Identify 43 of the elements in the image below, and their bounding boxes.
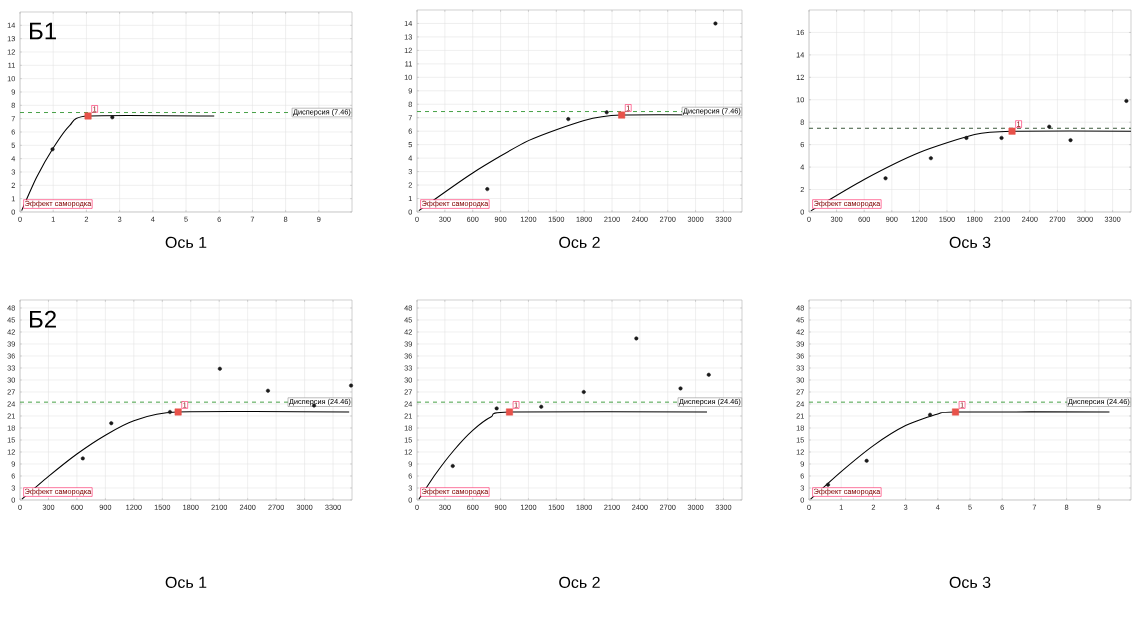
x-axis-title: Ось 1 [165, 236, 207, 249]
point [84, 112, 92, 120]
x-axis-title: Ось 2 [559, 576, 600, 589]
point [485, 187, 490, 192]
point [450, 463, 455, 468]
point [713, 21, 718, 26]
point [109, 421, 114, 426]
point [999, 135, 1004, 140]
point [581, 389, 586, 394]
point [539, 404, 544, 409]
point [864, 458, 869, 463]
point [110, 115, 115, 120]
point [634, 336, 639, 341]
point [566, 117, 571, 122]
line-series [21, 114, 215, 212]
point [825, 482, 830, 487]
point [349, 383, 354, 388]
point [928, 412, 933, 417]
chart-title: Б2 [30, 310, 56, 328]
point [494, 406, 499, 411]
x-axis-title: Ось 3 [949, 236, 991, 249]
point [618, 111, 626, 119]
point [883, 176, 888, 181]
point [952, 408, 959, 416]
point [167, 409, 172, 414]
point [928, 156, 933, 161]
point [506, 408, 513, 416]
x-axis-title: Ось 1 [165, 576, 207, 589]
point [265, 388, 270, 393]
x-axis-title: Ось 2 [559, 236, 600, 249]
point [706, 372, 711, 377]
point [174, 408, 182, 416]
x-axis-title: Ось 3 [949, 576, 991, 589]
point [50, 147, 55, 152]
point [1068, 138, 1073, 143]
chart-title: Б1 [30, 22, 56, 40]
point [1008, 127, 1016, 135]
point [678, 386, 683, 391]
point [80, 456, 85, 461]
point [604, 110, 609, 115]
point [217, 366, 222, 371]
point [1047, 124, 1052, 129]
point [964, 135, 969, 140]
